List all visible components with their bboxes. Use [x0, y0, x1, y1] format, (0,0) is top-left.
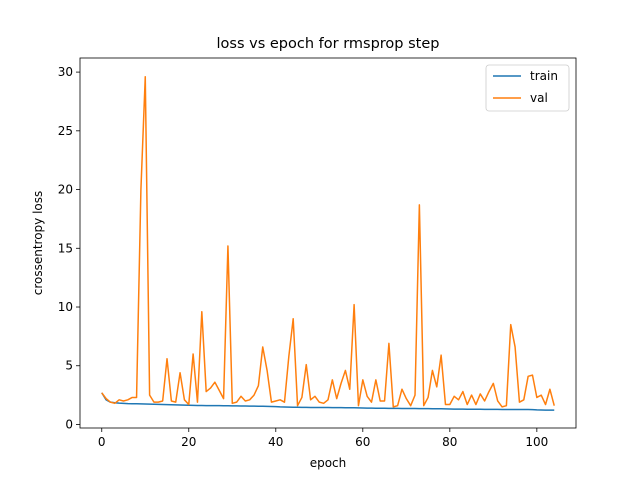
chart-title: loss vs epoch for rmsprop step [217, 36, 440, 52]
y-tick-label: 30 [58, 65, 73, 79]
y-tick-label: 0 [65, 417, 73, 431]
y-axis-label: crossentropy loss [31, 191, 45, 296]
x-tick-label: 60 [355, 435, 370, 449]
series-line-train [101, 392, 555, 411]
legend-label-val: val [530, 91, 548, 105]
x-tick-label: 20 [181, 435, 196, 449]
x-tick-label: 40 [268, 435, 283, 449]
x-tick-label: 0 [98, 435, 106, 449]
x-tick-label: 100 [525, 435, 548, 449]
series-line-val [101, 76, 555, 408]
y-tick-label: 25 [58, 124, 73, 138]
series-layer [101, 76, 555, 411]
x-axis-ticks: 0 20 40 60 80 100 [98, 428, 548, 449]
plot-area [80, 58, 576, 428]
y-tick-label: 15 [58, 241, 73, 255]
y-tick-label: 20 [58, 183, 73, 197]
y-tick-label: 5 [65, 359, 73, 373]
y-tick-label: 10 [58, 300, 73, 314]
x-tick-label: 80 [442, 435, 457, 449]
x-axis-label: epoch [310, 456, 347, 470]
legend: train val [485, 64, 570, 112]
y-axis-ticks: 0 5 10 15 20 25 30 [58, 65, 80, 431]
plot-frame [79, 57, 577, 429]
legend-label-train: train [530, 69, 558, 83]
